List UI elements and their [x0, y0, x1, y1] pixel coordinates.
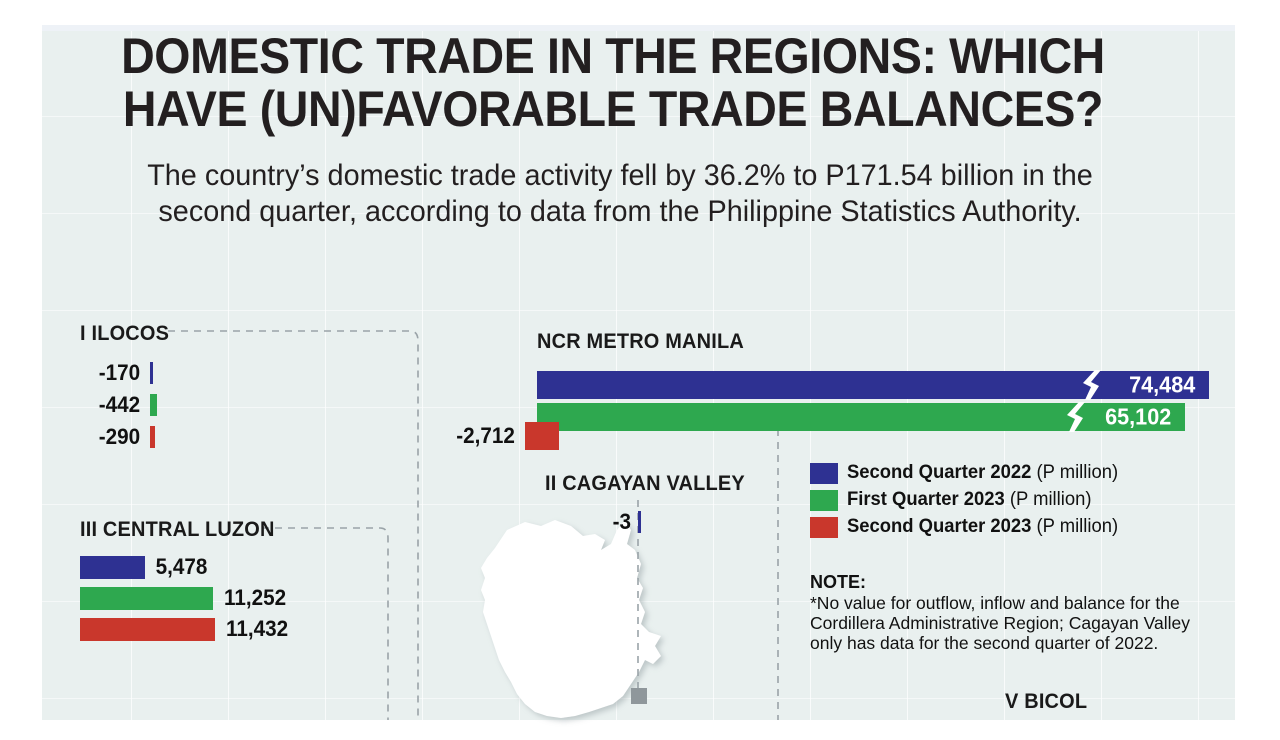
legend-swatch-icon-q2-2022 — [810, 462, 838, 484]
bar-ncr-q1-2023: 65,102 — [537, 402, 1185, 432]
axis-break-icon — [1067, 402, 1085, 432]
bar-value-ncr-q2-2023: -2,712 — [456, 423, 515, 448]
bar-row-cagayan-valley-q2-2022: -3 — [600, 509, 755, 535]
legend-label-q2-2023: Second Quarter 2023 (P million) — [847, 516, 1119, 537]
bar-ilocos-q1-2023 — [150, 394, 157, 416]
page-subtitle: The country’s domestic trade activity fe… — [147, 159, 1093, 228]
top-band — [42, 25, 1235, 31]
bar-value-central-luzon-q2-2022: 5,478 — [155, 554, 208, 579]
bar-value-central-luzon-q1-2023: 11,252 — [223, 585, 287, 610]
region-group-central-luzon: III CENTRAL LUZON 5,478 11,252 11,432 — [80, 518, 290, 642]
legend-item-q2-2023: Second Quarter 2023 (P million) — [810, 516, 1126, 538]
note-block: NOTE: *No value for outflow, inflow and … — [810, 572, 1210, 653]
bar-row-ncr-q2-2023: -2,712 — [445, 422, 559, 450]
region-group-cagayan-valley: II CAGAYAN VALLEY -3 — [545, 472, 755, 535]
bar-ncr-q2-2023 — [525, 422, 559, 450]
region-group-bicol: V BICOL — [1005, 690, 1092, 714]
bar-value-ilocos-q2-2023: -290 — [98, 424, 141, 449]
region-group-ncr: NCR METRO MANILA 74,484 65,102 — [537, 330, 1209, 432]
infographic-canvas: DOMESTIC TRADE IN THE REGIONS: WHICH HAV… — [42, 25, 1235, 720]
axis-break-icon — [1083, 370, 1101, 400]
note-line-3: only has data for the second quarter of … — [810, 633, 1159, 653]
legend-item-q1-2023: First Quarter 2023 (P million) — [810, 489, 1126, 511]
bar-row-central-luzon-q2-2022: 5,478 — [80, 554, 290, 580]
bar-ncr-q2-2022: 74,484 — [537, 370, 1209, 400]
luzon-map-silhouette — [481, 520, 661, 718]
bar-value-ilocos-q2-2022: -170 — [98, 360, 141, 385]
bar-central-luzon-q1-2023 — [80, 586, 213, 610]
region-group-ilocos: I ILOCOS -170 -442 -290 — [80, 322, 174, 450]
region-label-ilocos: I ILOCOS — [80, 322, 170, 345]
bar-value-ncr-q2-2022: 74,484 — [1128, 371, 1195, 398]
bar-row-ilocos-q2-2023: -290 — [80, 424, 174, 450]
legend-item-q2-2022: Second Quarter 2022 (P million) — [810, 462, 1126, 484]
chart-legend: Second Quarter 2022 (P million) First Qu… — [810, 462, 1126, 543]
region-label-ncr: NCR METRO MANILA — [537, 330, 744, 353]
page-title: DOMESTIC TRADE IN THE REGIONS: WHICH HAV… — [121, 28, 1105, 137]
legend-label-q1-2023: First Quarter 2023 (P million) — [847, 489, 1092, 510]
bar-row-central-luzon-q1-2023: 11,252 — [80, 585, 290, 611]
legend-label-q2-2022: Second Quarter 2022 (P million) — [847, 462, 1119, 483]
bar-value-central-luzon-q2-2023: 11,432 — [225, 616, 289, 641]
bar-central-luzon-q2-2023 — [80, 617, 215, 641]
region-label-bicol: V BICOL — [1005, 690, 1088, 713]
note-line-1: *No value for outflow, inflow and balanc… — [810, 593, 1180, 613]
bar-central-luzon-q2-2022 — [80, 555, 145, 579]
region-label-central-luzon: III CENTRAL LUZON — [80, 518, 275, 541]
note-line-2: Cordillera Administrative Region; Cagaya… — [810, 613, 1191, 633]
bar-cagayan-valley-q2-2022 — [638, 511, 641, 533]
legend-swatch-icon-q2-2023 — [810, 516, 838, 538]
bar-value-cagayan-valley-q2-2022: -3 — [612, 509, 632, 534]
region-label-cagayan-valley: II CAGAYAN VALLEY — [545, 472, 745, 495]
bar-row-ilocos-q2-2022: -170 — [80, 360, 174, 386]
bar-row-central-luzon-q2-2023: 11,432 — [80, 616, 290, 642]
legend-swatch-icon-q1-2023 — [810, 489, 838, 511]
bar-row-ilocos-q1-2023: -442 — [80, 392, 174, 418]
bar-ilocos-q2-2022 — [150, 362, 153, 384]
note-title: NOTE: — [810, 572, 866, 592]
bar-ilocos-q2-2023 — [150, 426, 155, 448]
bar-value-ilocos-q1-2023: -442 — [98, 392, 141, 417]
bar-value-ncr-q1-2023: 65,102 — [1104, 403, 1171, 430]
